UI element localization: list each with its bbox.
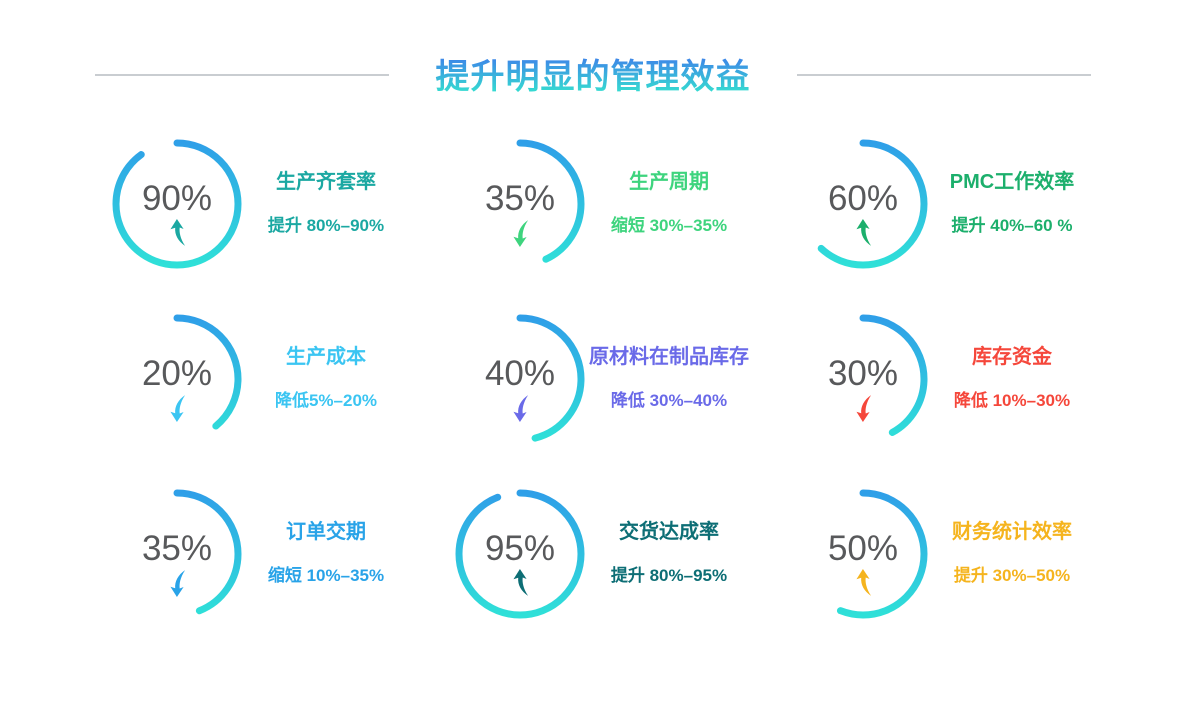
page-title-text: 提升明显的管理效益 [436,58,751,96]
gauge-ring-arc [455,139,585,268]
metric-label: 生产周期 [629,171,709,193]
trend-up-icon [513,568,529,596]
gauge-value: 20% [141,353,213,393]
metric-card: 30% 库存资金 降低 10%–30% [798,291,1141,466]
trend-down-icon [513,219,529,247]
metric-text: 交货达成率 提升 80%–95% [585,520,798,587]
trend-up-icon [856,218,872,246]
gauge-value: 35% [141,528,213,568]
gauge-ring-arc [112,489,242,618]
gauge-ring-arc [455,489,585,618]
metric-text: 原材料在制品库存 降低 30%–40% [585,345,798,412]
trend-up-icon [170,218,186,246]
trend-down-icon [856,394,872,422]
metric-desc: 降低5%–20% [274,391,378,410]
gauge-value: 40% [484,353,556,393]
gauge-value: 50% [827,528,899,568]
gauge-ring: 35% [112,489,242,619]
divider-line-right [797,74,1091,76]
metric-label: 库存资金 [972,346,1052,368]
metric-card: 40% 原材料在制品库存 降低 30%–40% [455,291,798,466]
metric-text: 库存资金 降低 10%–30% [928,345,1141,412]
metric-label: PMC工作效率 [949,171,1075,193]
metric-card: 50% 财务统计效率 提升 30%–50% [798,466,1141,641]
page-title: 提升明显的管理效益 [436,58,751,96]
metric-desc: 降低 10%–30% [953,391,1071,410]
metric-card: 90% 生产齐套率 提升 80%–90% [112,116,455,291]
metric-text: PMC工作效率 提升 40%–60 % [928,170,1141,237]
metric-desc: 提升 80%–95% [610,566,728,585]
trend-down-icon [170,569,186,597]
metric-card: 95% 交货达成率 提升 80%–95% [455,466,798,641]
gauge-ring-arc [798,489,928,618]
metric-text: 生产齐套率 提升 80%–90% [242,170,455,237]
gauge-ring: 20% [112,314,242,444]
metric-desc: 提升 40%–60 % [951,216,1073,235]
metric-desc: 提升 80%–90% [267,216,385,235]
metric-label: 订单交期 [286,521,366,543]
gauge-ring: 30% [798,314,928,444]
trend-up-icon [856,568,872,596]
metric-card: 35% 订单交期 缩短 10%–35% [112,466,455,641]
divider-line-left [95,74,389,76]
gauge-ring: 60% [798,139,928,269]
trend-down-icon [170,394,186,422]
metric-card: 60% PMC工作效率 提升 40%–60 % [798,116,1141,291]
metric-text: 订单交期 缩短 10%–35% [242,520,455,587]
gauge-value: 35% [484,178,556,218]
gauge-ring-arc [798,139,928,268]
metric-text: 生产周期 缩短 30%–35% [585,170,798,237]
trend-down-icon [513,394,529,422]
metric-card: 20% 生产成本 降低5%–20% [112,291,455,466]
metric-text: 财务统计效率 提升 30%–50% [928,520,1141,587]
metric-desc: 降低 30%–40% [610,391,728,410]
metric-label: 财务统计效率 [952,521,1072,543]
slide-header: 提升明显的管理效益 [0,34,1186,116]
metric-label: 生产成本 [286,346,366,368]
metric-label: 生产齐套率 [276,171,376,193]
metric-label: 原材料在制品库存 [589,346,749,368]
metrics-grid: 90% 生产齐套率 提升 80%–90% 35% 生产周期 缩短 30%–35% [0,116,1186,641]
gauge-ring: 35% [455,139,585,269]
gauge-ring-arc [112,139,242,268]
gauge-ring: 90% [112,139,242,269]
gauge-value: 60% [827,178,899,218]
gauge-ring: 40% [455,314,585,444]
gauge-value: 95% [484,528,556,568]
metric-card: 35% 生产周期 缩短 30%–35% [455,116,798,291]
gauge-value: 30% [827,353,899,393]
gauge-value: 90% [141,178,213,218]
gauge-ring-arc [798,314,928,443]
gauge-ring-arc [112,314,242,443]
gauge-ring: 50% [798,489,928,619]
metric-desc: 缩短 30%–35% [610,216,728,235]
metric-label: 交货达成率 [619,521,719,543]
metric-desc: 缩短 10%–35% [267,566,385,585]
metric-text: 生产成本 降低5%–20% [242,345,455,412]
gauge-ring-arc [455,314,585,443]
metric-desc: 提升 30%–50% [953,566,1071,585]
gauge-ring: 95% [455,489,585,619]
